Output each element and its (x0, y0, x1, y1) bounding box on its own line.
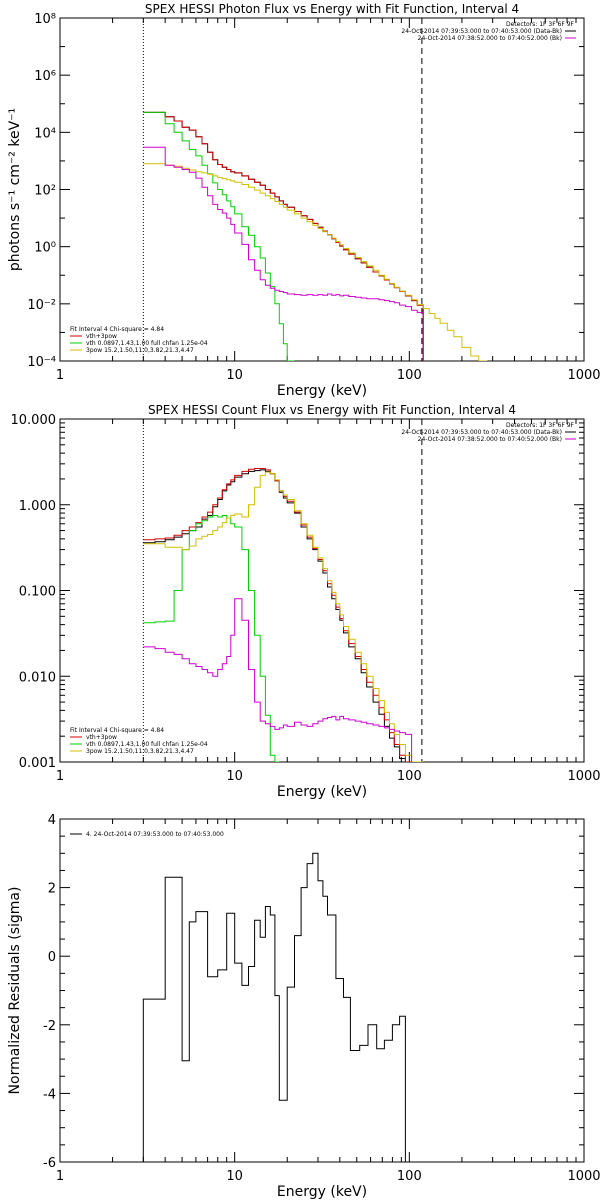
x-tick-label: 1 (56, 769, 64, 784)
series-3pow (143, 163, 488, 361)
legend-entry: vth 0.0897,1.43,1.00 full chfan 1.25e-04 (86, 340, 208, 347)
x-tick-label: 100 (397, 1169, 422, 1184)
y-tick-label: 2 (48, 882, 56, 897)
legend-entry: Fit Interval 4 Chi-square = 4.84 (70, 326, 164, 333)
y-axis-title: Normalized Residuals (sigma) (7, 887, 23, 1095)
x-tick-label: 10 (226, 769, 243, 784)
plot-frame (59, 818, 585, 1163)
y-tick-label: 10.000 (11, 413, 57, 428)
x-tick-label: 1 (56, 368, 64, 383)
y-tick-label: 10⁰ (34, 241, 56, 256)
x-axis-title: Energy (keV) (277, 1184, 367, 1200)
legend-entry: vth 0.0897,1.43,1.00 full chfan 1.25e-04 (86, 741, 208, 748)
chart-panel-1: SPEX HESSI Photon Flux vs Energy with Fi… (7, 2, 600, 399)
x-axis-title: Energy (keV) (277, 784, 367, 800)
series-group (143, 468, 424, 762)
legend-entry: vth+3pow (86, 734, 117, 741)
series-bk (143, 146, 424, 361)
x-tick-label: 10 (226, 1169, 243, 1184)
y-tick-label: 0 (48, 950, 56, 965)
series-4-24-oct-2014-07-39-53-000-to-07-40-53-000 (142, 852, 406, 1162)
chart-title: SPEX HESSI Count Flux vs Energy with Fit… (148, 403, 516, 417)
legend-entry: 3pow 15.2,1.50,11.0,3.82,21.3,4.47 (86, 748, 194, 755)
y-tick-label: 10² (34, 184, 56, 199)
y-tick-label: 0.100 (19, 585, 56, 600)
plot-frame (59, 418, 585, 763)
legend-entry: vth+3pow (86, 333, 117, 340)
chart-panel-2: SPEX HESSI Count Flux vs Energy with Fit… (11, 403, 600, 800)
legend-bottom-left: Fit Interval 4 Chi-square = 4.84vth+3pow… (70, 326, 208, 354)
legend-entry: 24-Oct-2014 07:39:53.000 to 07:40:53.000… (401, 28, 562, 35)
legend-entry: 24-Oct-2014 07:39:53.000 to 07:40:53.000… (401, 429, 562, 436)
legend-entry: Fit Interval 4 Chi-square = 4.84 (70, 727, 164, 734)
legend-entry: 4. 24-Oct-2014 07:39:53.000 to 07:40:53.… (86, 831, 224, 838)
x-tick-label: 1000 (567, 368, 600, 383)
chart-title: SPEX HESSI Photon Flux vs Energy with Fi… (145, 2, 519, 16)
series-data-bk (143, 469, 406, 762)
y-tick-label: 10⁻² (27, 298, 56, 313)
series-vth (143, 111, 295, 361)
y-axis-title: photons s⁻¹ cm⁻² keV⁻¹ (7, 108, 23, 271)
legend-entry: 24-Oct-2014 07:38:52.000 to 07:40:52.000… (418, 35, 562, 42)
y-tick-label: -6 (43, 1156, 56, 1171)
legend-top-left: 4. 24-Oct-2014 07:39:53.000 to 07:40:53.… (70, 831, 224, 838)
legend-bottom-left: Fit Interval 4 Chi-square = 4.84vth+3pow… (70, 727, 208, 755)
x-tick-label: 1000 (567, 1169, 600, 1184)
chart-panel-3: 1 10 100 1000 -6 -4 -2 0 2 4 Energy (keV) Normalize… (7, 813, 600, 1200)
series-3pow (143, 471, 424, 762)
y-tick-label: 10⁸ (34, 12, 56, 27)
y-tick-label: 0.001 (19, 756, 56, 771)
x-tick-label: 10 (226, 368, 243, 383)
y-tick-label: 10⁻⁴ (27, 355, 56, 370)
y-tick-label: 10⁶ (34, 69, 56, 84)
series-vth (143, 515, 280, 762)
y-tick-label: -2 (43, 1019, 56, 1034)
y-tick-label: 4 (48, 813, 56, 828)
plot-frame (59, 17, 585, 362)
series-vth-3pow (143, 468, 418, 762)
x-tick-label: 100 (397, 368, 422, 383)
legend-entry: 24-Oct-2014 07:38:52.000 to 07:40:52.000… (418, 436, 562, 443)
x-tick-label: 1000 (567, 769, 600, 784)
series-group (142, 852, 406, 1162)
y-tick-label: -4 (43, 1087, 56, 1102)
y-tick-label: 1.000 (19, 499, 56, 514)
x-axis-title: Energy (keV) (277, 383, 367, 399)
legend-entry: Detectors: 1F 3F 6F 9F (506, 21, 575, 28)
y-tick-label: 10⁴ (34, 126, 56, 141)
legend-entry: 3pow 15.2,1.50,11.0,3.82,21.3,4.47 (86, 347, 194, 354)
x-tick-label: 1 (56, 1169, 64, 1184)
series-group (143, 111, 488, 361)
series-bk (143, 598, 413, 762)
y-tick-label: 0.010 (19, 670, 56, 685)
x-tick-label: 100 (397, 769, 422, 784)
legend-entry: Detectors: 1F 3F 6F 9F (506, 422, 575, 429)
